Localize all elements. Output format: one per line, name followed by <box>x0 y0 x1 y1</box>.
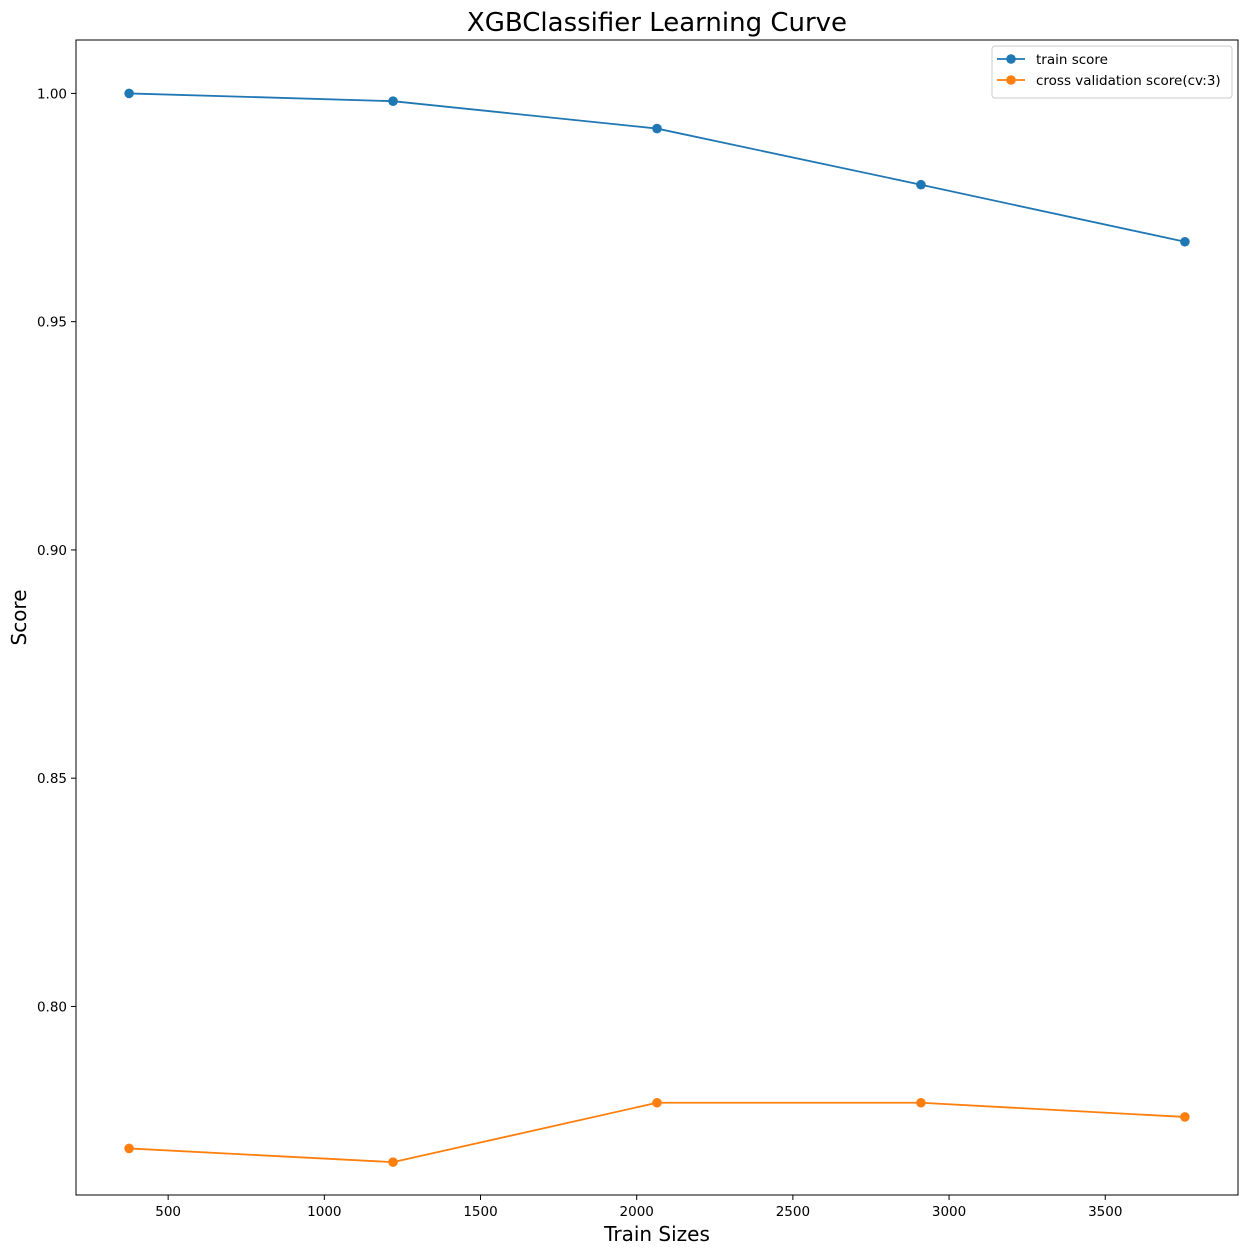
series-1-point <box>916 179 926 190</box>
y-tick-label: 0.85 <box>37 771 67 787</box>
x-tick-label: 1000 <box>307 1204 341 1220</box>
legend: train score cross validation score(cv:3) <box>991 45 1233 99</box>
series-1-point <box>1180 236 1190 247</box>
series-2-point <box>388 1157 398 1167</box>
x-tick-label: 3500 <box>1088 1204 1122 1220</box>
plot-area: 500 1000 1500 2000 2500 3000 3500 0.80 0.85 0.90 0… <box>37 39 1239 1220</box>
y-tick-label: 0.95 <box>37 315 67 331</box>
x-tick-label: 1500 <box>463 1204 497 1220</box>
series-1-point <box>124 88 134 99</box>
y-tick-label: 0.90 <box>37 543 67 559</box>
series-2-point <box>124 1143 134 1154</box>
legend-marker-1 <box>1006 54 1016 64</box>
series-1-point <box>652 123 662 134</box>
x-tick-label: 2000 <box>620 1204 654 1220</box>
series-1-point <box>388 96 398 106</box>
series-2-point <box>1180 1112 1190 1122</box>
x-axis-label: Train Sizes <box>603 1222 710 1246</box>
legend-label-2: cross validation score(cv:3) <box>1036 73 1221 89</box>
y-tick-label: 0.80 <box>37 999 67 1015</box>
x-tick-label: 500 <box>155 1204 181 1220</box>
y-axis-label: Score <box>7 589 31 645</box>
series-2-point <box>652 1097 662 1108</box>
axes-frame <box>75 39 1239 1196</box>
x-tick-label: 3000 <box>932 1204 966 1220</box>
y-tick-label: 1.00 <box>37 86 67 102</box>
series-2-point <box>916 1097 926 1108</box>
legend-box <box>991 45 1233 99</box>
legend-marker-2 <box>1006 75 1016 85</box>
chart-title: XGBClassifier Learning Curve <box>467 8 847 38</box>
x-tick-label: 2500 <box>776 1204 810 1220</box>
legend-label-1: train score <box>1036 52 1108 68</box>
